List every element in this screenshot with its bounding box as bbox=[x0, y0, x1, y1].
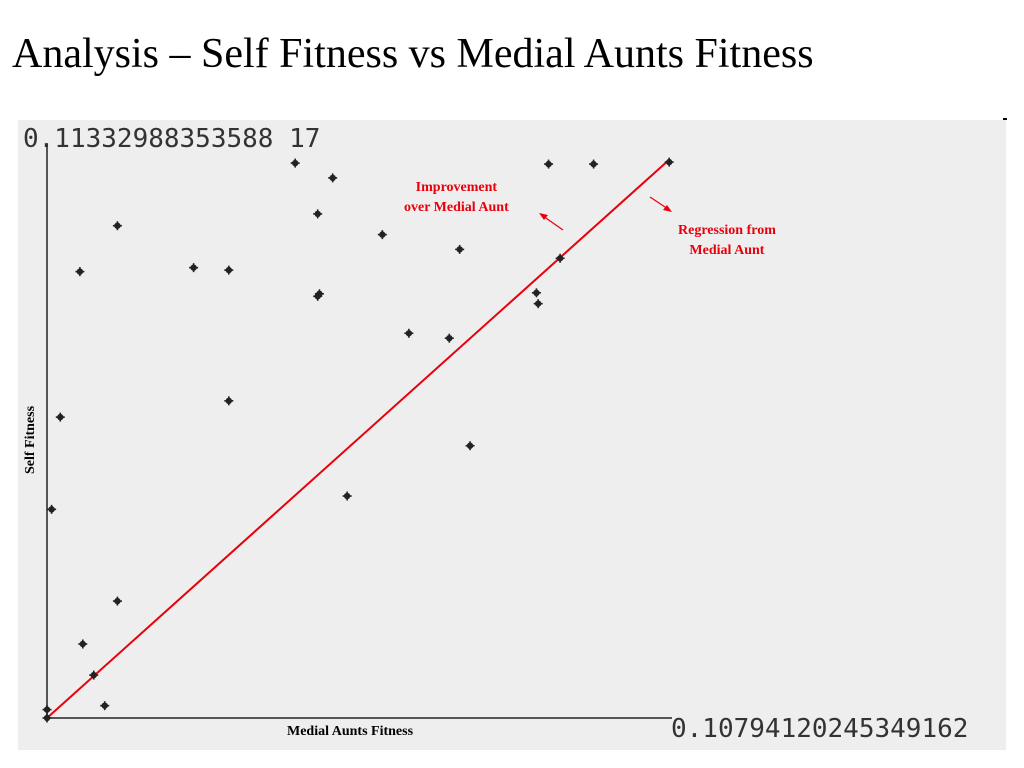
data-point bbox=[42, 705, 52, 715]
slide-title: Analysis – Self Fitness vs Medial Aunts … bbox=[12, 31, 814, 77]
data-point bbox=[328, 173, 338, 183]
x-axis-max-label: 0.10794120245349162 bbox=[671, 714, 969, 744]
data-point bbox=[290, 158, 300, 168]
regression-annotation-line-1: Regression from bbox=[678, 223, 776, 238]
regression-annotation: Regression from Medial Aunt bbox=[678, 221, 776, 261]
data-point bbox=[78, 639, 88, 649]
data-point bbox=[224, 396, 234, 406]
data-point bbox=[89, 670, 99, 680]
data-point bbox=[75, 267, 85, 277]
regression-arrow bbox=[649, 196, 672, 212]
data-point bbox=[377, 230, 387, 240]
data-point bbox=[47, 504, 57, 514]
data-point bbox=[313, 209, 323, 219]
data-point bbox=[189, 263, 199, 273]
data-point bbox=[555, 253, 565, 263]
data-point bbox=[531, 288, 541, 298]
data-point bbox=[664, 157, 674, 167]
data-point bbox=[465, 441, 475, 451]
data-point bbox=[404, 328, 414, 338]
data-point bbox=[42, 713, 52, 723]
edge-tick-mark bbox=[1003, 118, 1007, 120]
regression-annotation-line-2: Medial Aunt bbox=[689, 243, 765, 258]
data-point bbox=[589, 159, 599, 169]
y-axis-max-label: 0.11332988353588 17 bbox=[23, 124, 321, 154]
data-point bbox=[342, 491, 352, 501]
improvement-annotation-line-2: over Medial Aunt bbox=[404, 200, 509, 215]
improvement-annotation-line-1: Improvement bbox=[415, 180, 498, 195]
reference-line bbox=[46, 158, 671, 719]
data-point bbox=[533, 299, 543, 309]
x-axis-title: Medial Aunts Fitness bbox=[287, 724, 414, 739]
improvement-annotation: Improvement over Medial Aunt bbox=[404, 178, 509, 218]
data-point bbox=[55, 412, 65, 422]
improvement-arrow bbox=[539, 213, 564, 231]
data-point bbox=[455, 244, 465, 254]
data-point bbox=[544, 159, 554, 169]
data-point bbox=[112, 221, 122, 231]
data-point bbox=[444, 333, 454, 343]
data-points bbox=[42, 157, 674, 723]
y-axis-title: Self Fitness bbox=[23, 405, 38, 475]
data-point bbox=[112, 596, 122, 606]
plot-area-background bbox=[18, 120, 1006, 750]
data-point bbox=[100, 701, 110, 711]
data-point bbox=[314, 289, 324, 299]
data-point bbox=[224, 265, 234, 275]
